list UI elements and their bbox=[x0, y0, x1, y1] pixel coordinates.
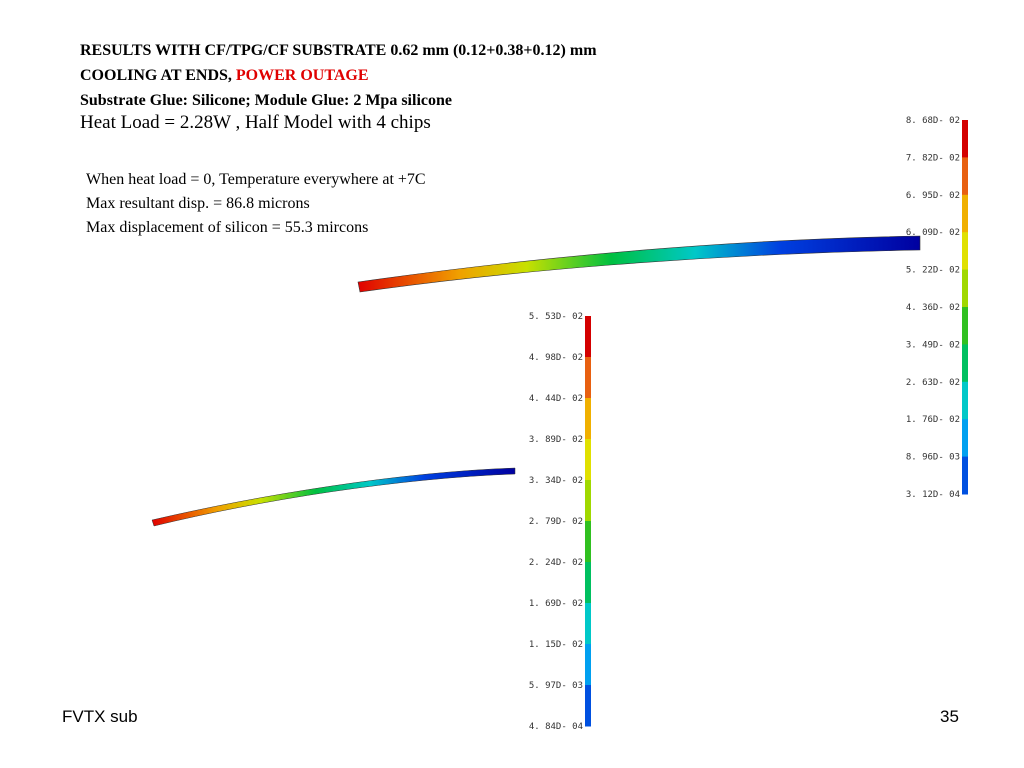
colorbar-segment bbox=[585, 439, 591, 481]
colorbar-label: 1. 76D- 02 bbox=[906, 415, 960, 425]
colorbar-label: 2. 63D- 02 bbox=[906, 378, 960, 388]
colorbar-label: 8. 96D- 03 bbox=[906, 453, 960, 463]
colorbar-segment bbox=[962, 194, 968, 233]
colorbar-segment bbox=[962, 307, 968, 345]
colorbar-segment bbox=[585, 357, 591, 399]
note: Max resultant disp. = 86.8 microns bbox=[86, 195, 310, 212]
page-number: 35 bbox=[940, 707, 959, 726]
colorbar-segment bbox=[962, 157, 968, 196]
colorbar-label: 1. 69D- 02 bbox=[529, 599, 583, 609]
header-highlight: POWER OUTAGE bbox=[235, 67, 369, 84]
colorbar-segment bbox=[585, 685, 591, 727]
note: When heat load = 0, Temperature everywhe… bbox=[86, 171, 426, 188]
colorbar-segment bbox=[585, 562, 591, 604]
colorbar-segment bbox=[585, 480, 591, 522]
colorbar-label: 5. 97D- 03 bbox=[529, 681, 583, 691]
colorbar-segment bbox=[585, 316, 591, 358]
colorbar-segment bbox=[585, 644, 591, 686]
colorbar-label: 3. 89D- 02 bbox=[529, 435, 583, 445]
colorbar-label: 5. 22D- 02 bbox=[906, 266, 960, 276]
colorbar-label: 3. 34D- 02 bbox=[529, 476, 583, 486]
colorbar-segment bbox=[962, 456, 968, 495]
colorbar-segment bbox=[585, 398, 591, 440]
colorbar-segment bbox=[585, 521, 591, 563]
header-line: RESULTS WITH CF/TPG/CF SUBSTRATE 0.62 mm… bbox=[80, 42, 597, 59]
colorbar-label: 6. 09D- 02 bbox=[906, 228, 960, 238]
colorbar-right: 8. 68D- 02 7. 82D- 02 6. 95D- 02 6. 09D- 02… bbox=[906, 116, 968, 500]
colorbar-label: 1. 15D- 02 bbox=[529, 640, 583, 650]
colorbar-segment bbox=[962, 232, 968, 271]
header-line: COOLING AT ENDS, POWER OUTAGE bbox=[80, 67, 369, 85]
colorbar-segment bbox=[962, 344, 968, 383]
colorbar-label: 3. 12D- 04 bbox=[906, 490, 960, 500]
beam-top bbox=[357, 235, 921, 293]
colorbar-label: 3. 49D- 02 bbox=[906, 340, 960, 350]
colorbar-label: 2. 79D- 02 bbox=[529, 517, 583, 527]
header-line: Substrate Glue: Silicone; Module Glue: 2… bbox=[80, 92, 452, 109]
footer-left: FVTX sub bbox=[62, 707, 138, 726]
colorbar-label: 7. 82D- 02 bbox=[906, 153, 960, 163]
colorbar-label: 8. 68D- 02 bbox=[906, 116, 960, 126]
colorbar-segment bbox=[585, 603, 591, 645]
colorbar-label: 6. 95D- 02 bbox=[906, 191, 960, 201]
subtitle: Heat Load = 2.28W , Half Model with 4 ch… bbox=[80, 112, 431, 133]
colorbar-left: 5. 53D- 02 4. 98D- 02 4. 44D- 02 3. 89D- 02… bbox=[529, 312, 591, 732]
header-text: COOLING AT ENDS, bbox=[80, 67, 232, 84]
colorbar-segment bbox=[962, 269, 968, 308]
colorbar-label: 4. 84D- 04 bbox=[529, 722, 583, 732]
colorbar-segment bbox=[962, 419, 968, 458]
colorbar-label: 4. 36D- 02 bbox=[906, 303, 960, 313]
colorbar-label: 2. 24D- 02 bbox=[529, 558, 583, 568]
beam-bottom bbox=[151, 467, 516, 527]
colorbar-label: 4. 98D- 02 bbox=[529, 353, 583, 363]
note: Max displacement of silicon = 55.3 mirco… bbox=[86, 219, 369, 236]
colorbar-label: 5. 53D- 02 bbox=[529, 312, 583, 322]
colorbar-segment bbox=[962, 381, 968, 420]
colorbar-segment bbox=[962, 120, 968, 158]
colorbar-label: 4. 44D- 02 bbox=[529, 394, 583, 404]
